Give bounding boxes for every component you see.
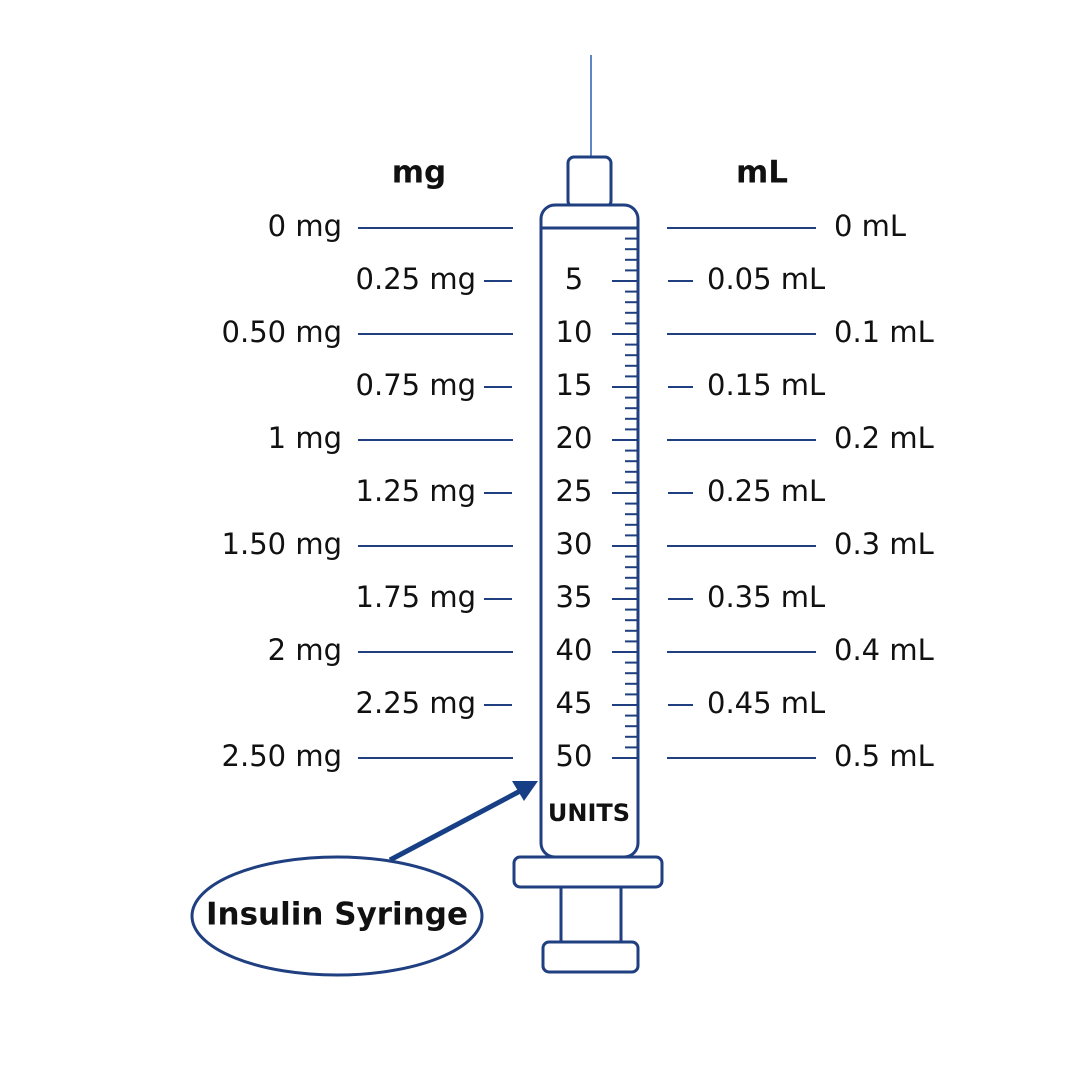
plunger-head [541,940,640,974]
plunger-stem [559,885,623,944]
mg-label: 0.50 mg [222,315,342,349]
units-label: UNITS [548,799,630,827]
ml-label: 0.5 mL [834,739,934,773]
units-number: 20 [556,421,593,455]
ml-label: 0.1 mL [834,315,934,349]
ml-header: mL [736,155,788,191]
units-number: 50 [556,739,593,773]
callout-arrow [388,787,524,863]
scale-rows: 0 mg 0 mL 0.25 mg 0.05 mL 5 0.50 mg 0.1 mL 10 0.… [222,209,934,773]
units-number: 45 [556,686,593,720]
ml-label: 0.4 mL [834,633,934,667]
mg-header: mg [392,155,447,191]
mg-label: 2.25 mg [356,686,476,720]
callout-ellipse [190,855,484,977]
mg-label: 0.25 mg [356,262,476,296]
mg-label: 2 mg [268,633,342,667]
ml-label: 0.35 mL [707,580,825,614]
ml-label: 0.25 mL [707,474,825,508]
arrow-head [512,781,538,801]
mg-label: 1.25 mg [356,474,476,508]
units-number: 30 [556,527,593,561]
ml-label: 0.2 mL [834,421,934,455]
callout-label: Insulin Syringe [206,897,468,933]
ml-label: 0.45 mL [707,686,825,720]
mg-label: 0 mg [268,209,342,243]
units-number: 10 [556,315,593,349]
units-number: 15 [556,368,593,402]
ml-label: 0 mL [834,209,906,243]
ml-label: 0.15 mL [707,368,825,402]
flange [512,855,664,889]
needle-hub [566,155,613,209]
units-number: 25 [556,474,593,508]
mg-label: 1.50 mg [222,527,342,561]
mg-label: 0.75 mg [356,368,476,402]
units-number: 40 [556,633,593,667]
mg-label: 1.75 mg [356,580,476,614]
units-number: 35 [556,580,593,614]
mg-label: 1 mg [268,421,342,455]
ml-label: 0.3 mL [834,527,934,561]
ml-label: 0.05 mL [707,262,825,296]
units-number: 5 [565,262,583,296]
mg-label: 2.50 mg [222,739,342,773]
